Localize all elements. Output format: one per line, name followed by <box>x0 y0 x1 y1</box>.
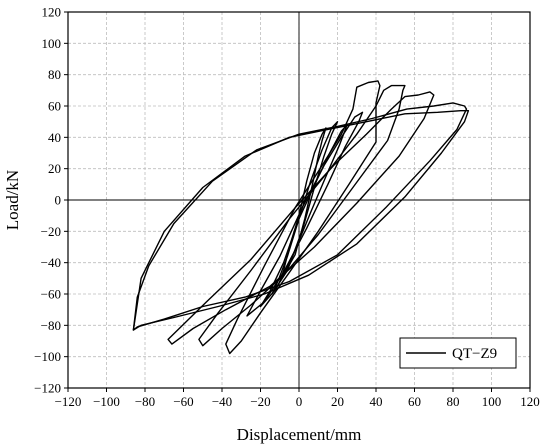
x-tick-label: −40 <box>212 394 232 409</box>
y-tick-label: −120 <box>34 381 61 396</box>
series-loop <box>225 80 381 355</box>
y-tick-label: −20 <box>41 224 61 239</box>
y-tick-label: −100 <box>34 349 61 364</box>
y-tick-label: 0 <box>55 193 62 208</box>
zero-axes <box>68 12 530 388</box>
x-tick-label: 100 <box>482 394 502 409</box>
x-tick-label: −120 <box>55 394 82 409</box>
plot-series <box>132 80 470 355</box>
series-loop <box>198 84 406 347</box>
x-tick-label: −80 <box>135 394 155 409</box>
series-loop <box>167 91 435 345</box>
y-tick-label: 40 <box>48 130 61 145</box>
series-loop <box>271 121 339 295</box>
x-tick-label: 40 <box>370 394 383 409</box>
series-loop <box>132 110 470 331</box>
x-tick-label: 20 <box>331 394 344 409</box>
y-tick-label: 120 <box>42 5 62 20</box>
y-tick-label: 60 <box>48 99 61 114</box>
legend-label: QT−Z9 <box>452 346 497 362</box>
y-tick-label: −60 <box>41 287 61 302</box>
legend: QT−Z9 <box>399 337 517 369</box>
x-tick-label: −20 <box>250 394 270 409</box>
axis-ticks <box>64 11 531 392</box>
series-loop <box>132 102 468 331</box>
y-axis-label: Load/kN <box>3 170 22 230</box>
y-tick-label: 80 <box>48 67 61 82</box>
series-loop <box>246 111 364 317</box>
y-tick-label: 20 <box>48 161 61 176</box>
x-tick-label: −60 <box>173 394 193 409</box>
y-tick-label: −40 <box>41 255 61 270</box>
tick-labels: −120 −100 −80 −60 −40 −20 0 20 40 60 80 100 120−120−… <box>34 5 540 410</box>
x-axis-label: Displacement/mm <box>237 425 362 444</box>
y-tick-label: 100 <box>42 36 62 51</box>
y-tick-label: −80 <box>41 318 61 333</box>
x-tick-label: −100 <box>93 394 120 409</box>
x-tick-label: 120 <box>520 394 540 409</box>
x-tick-label: 80 <box>447 394 460 409</box>
x-tick-label: 60 <box>408 394 421 409</box>
x-tick-label: 0 <box>296 394 303 409</box>
